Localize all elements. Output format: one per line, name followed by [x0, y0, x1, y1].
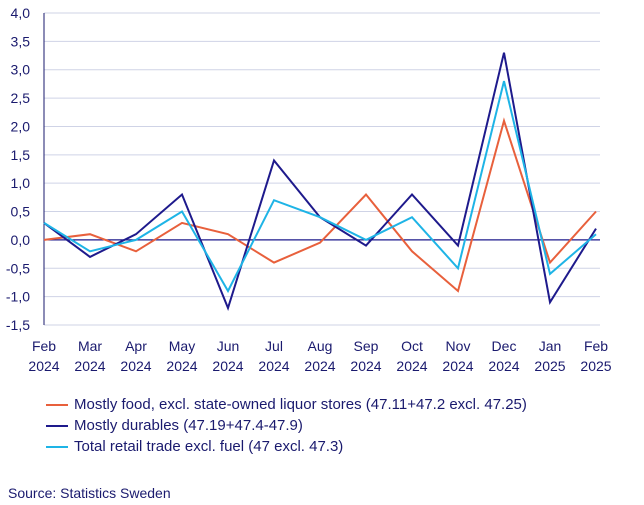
legend-swatch-durables — [46, 424, 68, 427]
legend-swatch-total — [46, 445, 68, 448]
legend-item-total: Total retail trade excl. fuel (47 excl. … — [46, 436, 527, 457]
series-line-food — [43, 117, 597, 293]
x-tick-label-month: May — [169, 338, 195, 354]
y-tick-label: 0,5 — [11, 204, 31, 220]
y-tick-label: 3,5 — [11, 33, 31, 49]
y-tick-label: -0,5 — [6, 260, 30, 276]
x-tick-label-month: Feb — [32, 338, 56, 354]
legend-swatch-food — [46, 403, 68, 406]
series-line-total — [43, 80, 597, 294]
y-tick-label: 4,0 — [11, 5, 31, 21]
x-tick-label-month: Aug — [308, 338, 333, 354]
x-tick-label-year: 2025 — [534, 358, 565, 374]
y-tick-label: -1,0 — [6, 289, 30, 305]
series-line-durables — [43, 52, 597, 311]
x-tick-label-year: 2024 — [28, 358, 59, 374]
x-tick-label-year: 2024 — [304, 358, 335, 374]
source-note: Source: Statistics Sweden — [8, 485, 171, 501]
y-tick-label: 1,0 — [11, 175, 31, 191]
x-tick-label-year: 2024 — [350, 358, 381, 374]
legend-label-food: Mostly food, excl. state-owned liquor st… — [74, 396, 527, 413]
x-tick-label-year: 2024 — [166, 358, 197, 374]
x-tick-label-year: 2024 — [212, 358, 243, 374]
y-tick-label: 1,5 — [11, 147, 31, 163]
y-tick-label: 2,0 — [11, 118, 31, 134]
x-tick-label-month: Feb — [584, 338, 608, 354]
y-tick-label: 2,5 — [11, 90, 31, 106]
y-tick-label: -1,5 — [6, 317, 30, 333]
x-tick-label-month: Jul — [265, 338, 283, 354]
legend-item-food: Mostly food, excl. state-owned liquor st… — [46, 394, 527, 415]
x-tick-label-year: 2025 — [580, 358, 611, 374]
x-tick-label-year: 2024 — [396, 358, 427, 374]
legend-item-durables: Mostly durables (47.19+47.4-47.9) — [46, 415, 527, 436]
x-tick-label-month: Apr — [125, 338, 147, 354]
x-tick-label-month: Sep — [354, 338, 379, 354]
line-chart: 4,03,53,02,52,01,51,00,50,0-0,5-1,0-1,5F… — [6, 5, 612, 374]
x-tick-label-month: Jun — [217, 338, 240, 354]
legend-label-total: Total retail trade excl. fuel (47 excl. … — [74, 438, 344, 455]
legend-label-durables: Mostly durables (47.19+47.4-47.9) — [74, 417, 303, 434]
y-tick-label: 3,0 — [11, 62, 31, 78]
x-tick-label-month: Oct — [401, 338, 423, 354]
x-tick-label-year: 2024 — [74, 358, 105, 374]
x-tick-label-year: 2024 — [442, 358, 473, 374]
x-tick-label-year: 2024 — [120, 358, 151, 374]
x-tick-label-month: Dec — [492, 338, 517, 354]
chart-legend: Mostly food, excl. state-owned liquor st… — [46, 394, 527, 457]
y-tick-label: 0,0 — [11, 232, 31, 248]
x-tick-label-month: Mar — [78, 338, 102, 354]
x-tick-label-month: Nov — [446, 338, 471, 354]
x-tick-label-year: 2024 — [488, 358, 519, 374]
x-tick-label-year: 2024 — [258, 358, 289, 374]
x-tick-label-month: Jan — [539, 338, 562, 354]
